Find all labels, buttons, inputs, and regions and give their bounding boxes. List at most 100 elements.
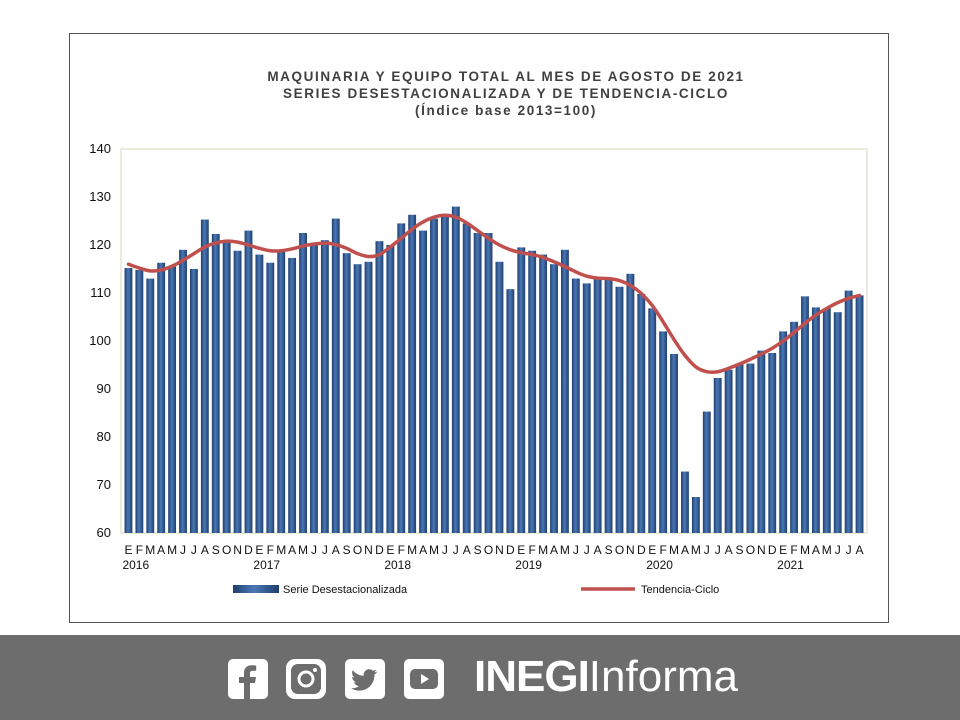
bar — [593, 278, 602, 533]
x-tick-label: O — [615, 543, 624, 557]
x-tick-label: M — [691, 543, 701, 557]
bar — [844, 290, 853, 533]
x-tick-label: E — [648, 543, 656, 557]
y-tick-label: 70 — [97, 477, 111, 492]
x-year-label: 2020 — [646, 558, 673, 572]
x-tick-label: S — [212, 543, 220, 557]
x-tick-label: E — [255, 543, 263, 557]
bar — [288, 257, 297, 533]
bar — [473, 233, 482, 533]
bar — [648, 308, 657, 533]
bar — [484, 233, 493, 533]
bar — [571, 278, 580, 533]
x-tick-label: E — [386, 543, 394, 557]
x-tick-label: A — [201, 543, 209, 557]
x-tick-label: D — [768, 543, 777, 557]
legend-label-serie: Serie Desestacionalizada — [283, 584, 408, 596]
bar — [855, 295, 864, 533]
bar — [735, 363, 744, 533]
bar — [637, 293, 646, 533]
x-tick-label: N — [626, 543, 635, 557]
bar — [670, 353, 678, 533]
x-tick-label: F — [398, 543, 405, 557]
y-tick-label: 60 — [97, 525, 111, 540]
x-tick-label: O — [484, 543, 493, 557]
bar — [615, 286, 624, 533]
bar — [408, 214, 417, 533]
chart-title-line-1: MAQUINARIA Y EQUIPO TOTAL AL MES DE AGOS… — [267, 69, 744, 84]
bar — [353, 264, 362, 533]
x-tick-label: J — [573, 543, 579, 557]
x-tick-label: M — [298, 543, 308, 557]
bar — [811, 307, 820, 533]
x-tick-label: A — [681, 543, 689, 557]
facebook-icon[interactable] — [228, 659, 268, 699]
footer-bar: INEGIInforma — [0, 635, 960, 720]
x-tick-label: O — [353, 543, 362, 557]
x-tick-label: N — [495, 543, 504, 557]
x-tick-label: E — [517, 543, 525, 557]
bar — [746, 363, 755, 533]
x-tick-label: S — [343, 543, 351, 557]
x-tick-label: D — [637, 543, 646, 557]
youtube-icon[interactable] — [404, 659, 444, 699]
bar — [430, 218, 438, 533]
bar — [462, 223, 471, 533]
x-tick-label: A — [856, 543, 864, 557]
x-tick-label: F — [659, 543, 666, 557]
bar — [757, 350, 766, 533]
x-tick-label: M — [669, 543, 679, 557]
x-tick-label: M — [407, 543, 417, 557]
x-tick-label: M — [167, 543, 177, 557]
x-tick-label: J — [191, 543, 197, 557]
x-tick-label: M — [822, 543, 832, 557]
x-tick-label: S — [474, 543, 482, 557]
x-year-label: 2018 — [384, 558, 411, 572]
bar — [779, 331, 788, 533]
x-tick-label: N — [364, 543, 373, 557]
legend-swatch-bar — [233, 585, 279, 593]
x-tick-label: J — [584, 543, 590, 557]
instagram-icon[interactable] — [286, 659, 326, 699]
bar — [310, 243, 318, 533]
bar — [833, 312, 842, 533]
bar — [222, 241, 231, 533]
x-tick-label: N — [757, 543, 766, 557]
x-tick-label: E — [124, 543, 132, 557]
x-tick-label: M — [429, 543, 439, 557]
x-tick-label: J — [846, 543, 852, 557]
chart: MAQUINARIA Y EQUIPO TOTAL AL MES DE AGOS… — [89, 69, 868, 596]
x-tick-label: D — [375, 543, 384, 557]
bar — [528, 250, 537, 533]
bar — [189, 269, 198, 533]
x-year-label: 2016 — [122, 558, 149, 572]
bar — [550, 264, 558, 533]
bar — [560, 249, 569, 534]
bar — [135, 269, 144, 533]
bar — [124, 268, 133, 533]
bar — [724, 369, 733, 533]
trend-line — [126, 213, 862, 374]
chart-title-line-2: SERIES DESESTACIONALIZADA Y DE TENDENCIA… — [283, 86, 729, 101]
bar — [539, 254, 548, 533]
bar — [233, 250, 242, 533]
x-tick-label: M — [800, 543, 810, 557]
x-tick-label: M — [560, 543, 570, 557]
bar — [790, 321, 799, 533]
bar — [244, 230, 253, 533]
x-tick-label: A — [594, 543, 602, 557]
bar — [320, 240, 329, 533]
y-tick-label: 100 — [89, 333, 111, 348]
x-tick-label: A — [550, 543, 558, 557]
x-tick-label: M — [538, 543, 548, 557]
bar — [801, 296, 809, 533]
bar — [626, 273, 635, 533]
x-tick-label: J — [322, 543, 328, 557]
x-tick-label: J — [715, 543, 721, 557]
bar — [506, 289, 515, 533]
x-tick-label: J — [704, 543, 710, 557]
twitter-icon[interactable] — [345, 659, 385, 699]
bar — [822, 308, 831, 533]
x-tick-label: F — [790, 543, 797, 557]
x-tick-label: O — [746, 543, 755, 557]
